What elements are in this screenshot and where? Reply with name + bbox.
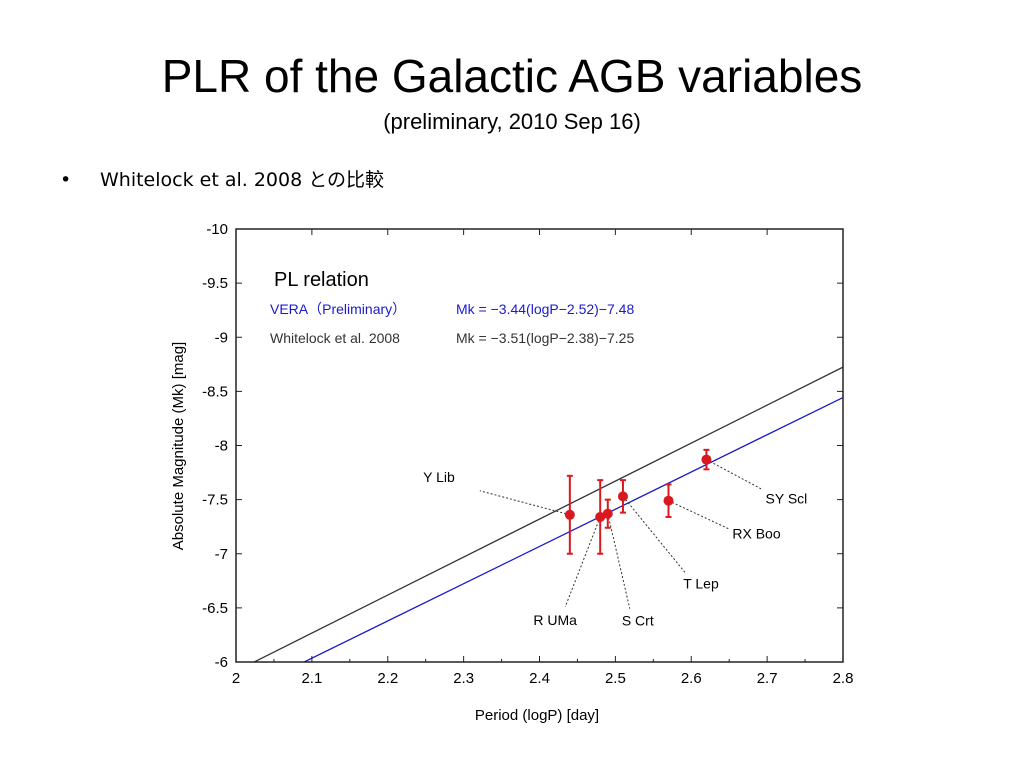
y-tick-label: -6.5: [202, 600, 228, 617]
legend-whitelock-equation: Mk = −3.51(logP−2.38)−7.25: [456, 330, 634, 346]
slide-subtitle: (preliminary, 2010 Sep 16): [383, 109, 641, 134]
x-tick-label: 2.4: [529, 670, 550, 687]
y-tick-label: -6: [215, 654, 228, 671]
plot-frame: [235, 228, 844, 663]
leader-line-r-uma: [564, 516, 601, 608]
star-label-y-lib: Y Lib: [423, 469, 455, 485]
legend-vera-equation: Mk = −3.44(logP−2.52)−7.48: [456, 301, 634, 317]
whitelock-fit-line: [252, 366, 843, 662]
y-axis-label: Absolute Magnitude (Mk) [mag]: [170, 342, 187, 550]
x-tick-label: 2.1: [301, 670, 322, 687]
data-point-rx-boo: [663, 495, 674, 506]
leader-line-sy-scl: [706, 459, 763, 491]
star-label-sy-scl: SY Scl: [766, 491, 808, 507]
legend-title: PL relation: [274, 269, 369, 291]
bullet-item: • Whitelock et al. 2008 との比較: [60, 166, 384, 194]
legend-whitelock-name: Whitelock et al. 2008: [270, 330, 400, 346]
y-tick-label: -7: [215, 546, 228, 563]
leader-line-rx-boo: [668, 500, 729, 530]
leader-line-t-lep: [622, 496, 686, 573]
y-tick-label: -8.5: [202, 383, 228, 400]
x-tick-label: 2.6: [681, 670, 702, 687]
star-label-r-uma: R UMa: [533, 612, 577, 628]
vera-fit-line: [302, 396, 843, 662]
x-tick-label: 2.3: [453, 670, 474, 687]
x-tick-label: 2.8: [833, 670, 854, 687]
slide-title: PLR of the Galactic AGB variables: [161, 50, 863, 102]
x-tick-label: 2.2: [377, 670, 398, 687]
x-tick-label: 2.7: [757, 670, 778, 687]
data-point-s-crt: [602, 508, 613, 519]
legend-vera-name: VERA（Preliminary）: [270, 301, 406, 317]
data-point-r-uma: [595, 511, 606, 522]
star-label-s-crt: S Crt: [622, 613, 654, 629]
leader-line-y-lib: [479, 490, 570, 516]
bullet-text: Whitelock et al. 2008 との比較: [100, 169, 385, 191]
x-tick-label: 2.5: [605, 670, 626, 687]
y-tick-label: -8: [215, 438, 228, 455]
data-point-t-lep: [617, 491, 628, 502]
leader-line-s-crt: [607, 513, 631, 609]
x-tick-label: 2: [232, 670, 240, 687]
star-label-rx-boo: RX Boo: [732, 526, 780, 542]
y-tick-label: -10: [206, 221, 228, 238]
bullet-marker: •: [60, 169, 72, 191]
star-label-t-lep: T Lep: [683, 575, 719, 591]
y-tick-label: -7.5: [202, 492, 228, 509]
y-tick-label: -9.5: [202, 275, 228, 292]
y-tick-label: -9: [215, 329, 228, 346]
x-axis-label: Period (logP) [day]: [475, 707, 599, 724]
data-point-y-lib: [564, 509, 575, 520]
data-point-sy-scl: [701, 454, 712, 465]
